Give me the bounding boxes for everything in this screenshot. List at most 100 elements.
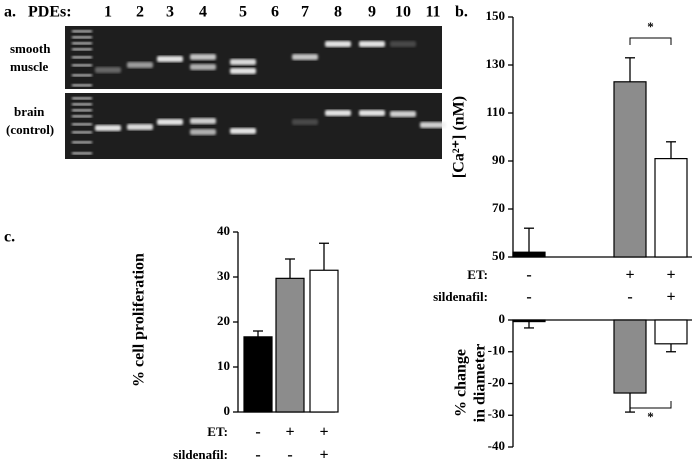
panel-label: b. [455, 4, 468, 21]
bar [512, 251, 546, 258]
condition-mark: - [255, 424, 260, 441]
condition-mark: + [625, 267, 634, 284]
gel-band [292, 119, 318, 125]
bar [654, 158, 688, 258]
gel-band [190, 54, 216, 60]
y-tick-label: 10 [217, 358, 230, 373]
panel-label: a. [4, 4, 16, 21]
bar [243, 336, 273, 413]
y-axis-label: in diameter [472, 344, 489, 423]
bar [512, 319, 546, 323]
condition-mark: - [287, 447, 292, 463]
y-tick-label: 0 [224, 403, 231, 418]
gel-top [65, 26, 442, 89]
significance-label: * [647, 409, 654, 424]
row-label: brain [14, 104, 45, 119]
gel-band [325, 110, 351, 116]
condition-mark: - [526, 289, 531, 306]
gel-band [127, 124, 153, 130]
ladder-band [72, 131, 92, 134]
condition-mark: + [319, 424, 328, 441]
bar [613, 81, 647, 258]
ladder-band [72, 123, 92, 126]
gel-band [390, 41, 416, 47]
bar [309, 269, 339, 413]
condition-mark: - [526, 267, 531, 284]
y-tick-label: 30 [217, 268, 230, 283]
ladder-band [72, 141, 92, 144]
row-label: (control) [6, 122, 54, 137]
y-tick-label: 0 [499, 311, 506, 326]
lane-label: 11 [425, 4, 440, 21]
gel-band [157, 119, 183, 125]
bar [654, 319, 688, 345]
condition-name: sildenafil: [433, 289, 488, 304]
gel-band [359, 110, 385, 116]
ladder-band [72, 84, 92, 87]
y-tick-label: 50 [492, 248, 505, 263]
panel-label: c. [4, 229, 15, 246]
lane-label: 1 [104, 4, 112, 21]
y-tick-label: -10 [488, 343, 505, 358]
lane-label: 7 [301, 4, 309, 21]
significance-bracket [629, 37, 672, 45]
gel-band [230, 68, 256, 74]
ladder-band [72, 152, 92, 155]
gel-band [292, 54, 318, 60]
y-tick-label: 20 [217, 313, 230, 328]
gel-band [127, 62, 153, 68]
lane-label: 8 [334, 4, 342, 21]
lane-label: 6 [271, 4, 279, 21]
condition-mark: + [666, 289, 675, 306]
y-tick-label: 150 [486, 8, 506, 23]
row-label: muscle [10, 59, 49, 74]
gel-band [420, 122, 446, 128]
ladder-band [72, 115, 92, 118]
condition-mark: - [255, 447, 260, 463]
condition-mark: - [627, 289, 632, 306]
gel-image [65, 26, 446, 159]
gel-band [190, 118, 216, 124]
gel-band [190, 64, 216, 70]
gel-bottom [65, 93, 442, 159]
y-tick-label: 40 [217, 223, 230, 238]
ladder-band [72, 56, 92, 59]
condition-mark: + [666, 267, 675, 284]
y-axis-label: [Ca²⁺] (nM) [451, 96, 468, 178]
significance-label: * [647, 19, 654, 34]
gel-band [230, 59, 256, 65]
lane-label: 5 [239, 4, 247, 21]
lane-label: 9 [368, 4, 376, 21]
ladder-band [72, 36, 92, 39]
y-tick-label: 110 [486, 104, 505, 119]
lane-label: 10 [395, 4, 411, 21]
lane-label: 2 [136, 4, 144, 21]
y-tick-label: 70 [492, 200, 505, 215]
row-label: smooth [10, 41, 51, 56]
gel-band [230, 128, 256, 134]
ladder-band [72, 109, 92, 112]
ladder-band [72, 42, 92, 45]
condition-name: ET: [207, 424, 228, 439]
gel-band [390, 111, 416, 117]
lane-label: 4 [199, 4, 207, 21]
ladder-band [72, 48, 92, 51]
condition-mark: + [319, 447, 328, 463]
gel-band [95, 67, 121, 73]
y-tick-label: 130 [486, 56, 506, 71]
y-tick-label: -40 [488, 438, 505, 453]
y-tick-label: -30 [488, 406, 505, 421]
bar [275, 277, 305, 413]
y-tick-label: 90 [492, 152, 505, 167]
ladder-band [72, 97, 92, 100]
y-tick-label: -20 [488, 374, 505, 389]
condition-mark: + [285, 424, 294, 441]
bar [613, 319, 647, 394]
gel-band [190, 129, 216, 135]
gel-band [359, 41, 385, 47]
gel-band [325, 41, 351, 47]
ladder-band [72, 74, 92, 77]
condition-name: sildenafil: [173, 447, 228, 462]
lane-title: PDEs: [28, 4, 72, 21]
